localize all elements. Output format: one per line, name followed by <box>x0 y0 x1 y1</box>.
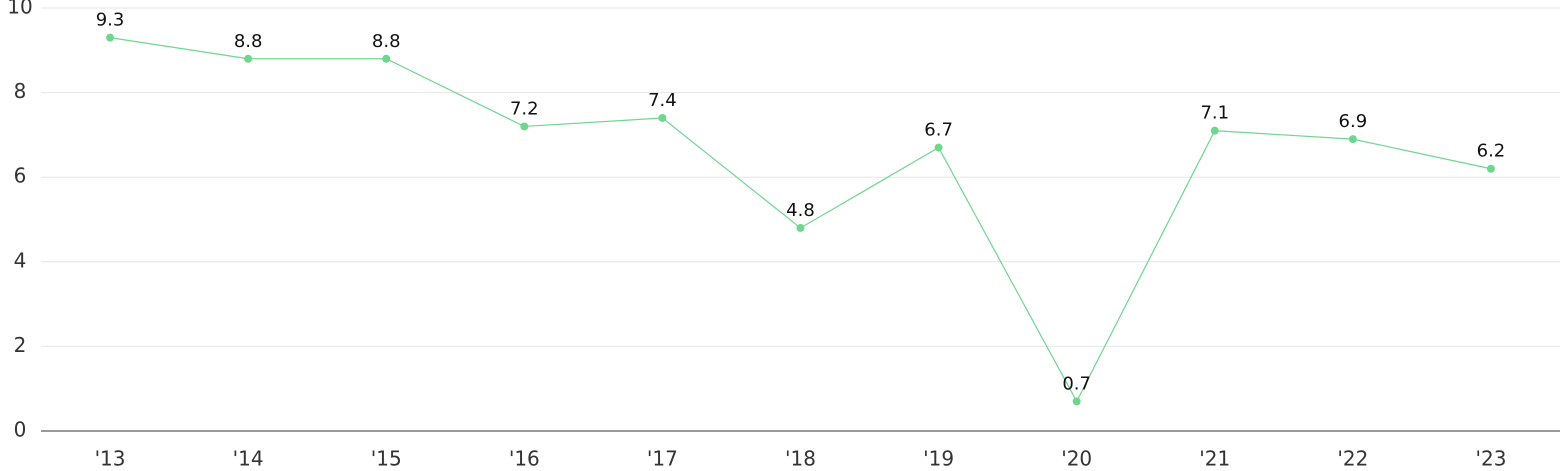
data-label: 6.2 <box>1477 141 1506 162</box>
data-label: 6.7 <box>924 120 953 141</box>
data-point <box>1348 135 1357 144</box>
data-label: 4.8 <box>786 200 815 221</box>
x-tick-label: '16 <box>509 447 540 471</box>
data-point <box>382 54 391 63</box>
x-tick-label: '17 <box>647 447 678 471</box>
y-tick-label: 10 <box>7 0 32 19</box>
data-label: 9.3 <box>96 10 125 31</box>
data-point <box>1072 397 1081 406</box>
x-tick-label: '21 <box>1199 447 1230 471</box>
y-tick-label: 2 <box>14 333 27 357</box>
data-point <box>244 54 253 63</box>
data-point <box>1486 164 1495 173</box>
data-label: 8.8 <box>372 31 401 52</box>
y-tick-label: 8 <box>14 79 27 103</box>
data-point <box>934 143 943 152</box>
y-tick-label: 4 <box>14 248 27 272</box>
x-tick-label: '14 <box>233 447 264 471</box>
x-tick-label: '23 <box>1475 447 1506 471</box>
data-label: 7.2 <box>510 98 539 119</box>
data-point <box>658 113 667 122</box>
x-tick-label: '15 <box>371 447 402 471</box>
x-tick-label: '13 <box>95 447 126 471</box>
x-tick-label: '19 <box>923 447 954 471</box>
data-label: 7.4 <box>648 90 677 111</box>
data-label: 6.9 <box>1339 111 1368 132</box>
data-point <box>520 122 529 131</box>
data-point <box>796 223 805 232</box>
x-tick-label: '18 <box>785 447 816 471</box>
data-point <box>1210 126 1219 135</box>
data-point <box>106 33 115 42</box>
y-tick-label: 0 <box>14 418 27 442</box>
data-label: 0.7 <box>1062 373 1091 394</box>
y-tick-label: 6 <box>14 164 27 188</box>
x-tick-label: '20 <box>1061 447 1092 471</box>
x-tick-label: '22 <box>1337 447 1368 471</box>
data-label: 8.8 <box>234 31 263 52</box>
data-label: 7.1 <box>1200 103 1229 124</box>
